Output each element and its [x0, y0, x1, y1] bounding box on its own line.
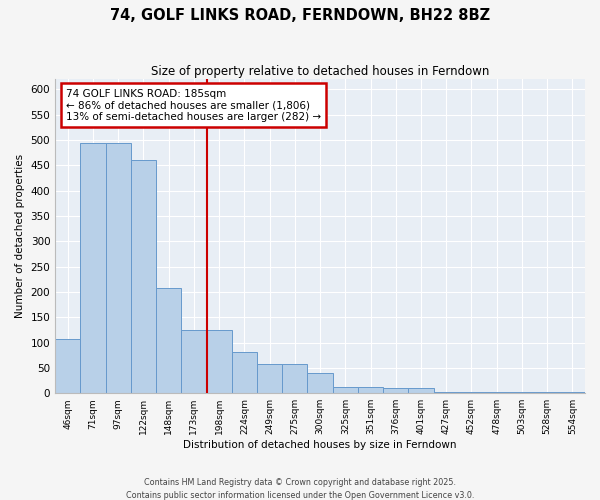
Text: 74 GOLF LINKS ROAD: 185sqm
← 86% of detached houses are smaller (1,806)
13% of s: 74 GOLF LINKS ROAD: 185sqm ← 86% of deta… [66, 88, 321, 122]
Title: Size of property relative to detached houses in Ferndown: Size of property relative to detached ho… [151, 65, 489, 78]
Bar [535, 392, 560, 393]
Bar [332, 386, 358, 393]
Bar [80, 144, 106, 393]
Bar [307, 374, 332, 393]
Bar [206, 330, 232, 393]
Bar [131, 160, 156, 393]
Bar [484, 392, 509, 393]
Bar [156, 288, 181, 393]
Bar [358, 386, 383, 393]
Bar [409, 388, 434, 393]
Y-axis label: Number of detached properties: Number of detached properties [15, 154, 25, 318]
Bar [282, 364, 307, 393]
Bar [181, 330, 206, 393]
Bar [509, 392, 535, 393]
Bar [434, 392, 459, 393]
Bar [560, 392, 585, 393]
Bar [55, 339, 80, 393]
Bar [232, 352, 257, 393]
Text: 74, GOLF LINKS ROAD, FERNDOWN, BH22 8BZ: 74, GOLF LINKS ROAD, FERNDOWN, BH22 8BZ [110, 8, 490, 22]
Text: Contains HM Land Registry data © Crown copyright and database right 2025.
Contai: Contains HM Land Registry data © Crown c… [126, 478, 474, 500]
Bar [383, 388, 409, 393]
Bar [257, 364, 282, 393]
X-axis label: Distribution of detached houses by size in Ferndown: Distribution of detached houses by size … [184, 440, 457, 450]
Bar [459, 392, 484, 393]
Bar [106, 144, 131, 393]
